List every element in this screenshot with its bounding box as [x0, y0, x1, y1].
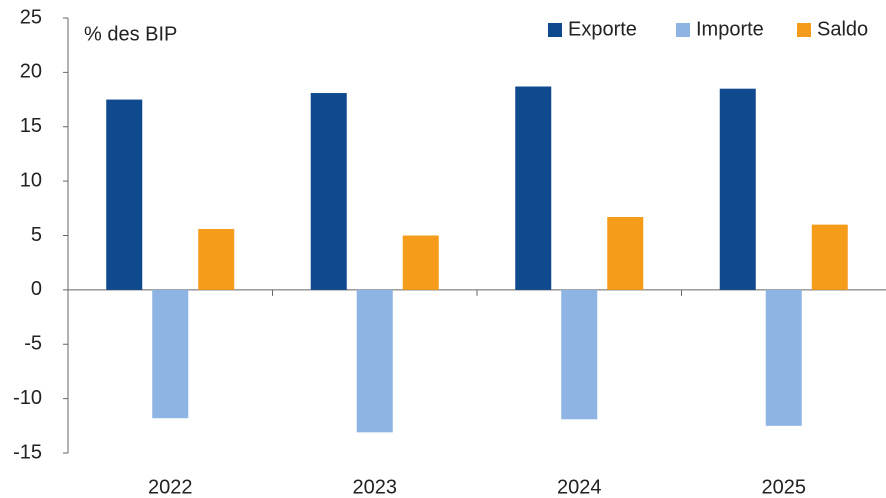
bar [152, 289, 189, 419]
bar [356, 289, 393, 433]
y-tick-label: -5 [24, 333, 42, 355]
bar [607, 217, 644, 290]
bar [310, 93, 347, 290]
y-tick-label: -15 [13, 441, 42, 463]
x-tick-label: 2022 [148, 476, 193, 498]
y-axis-label: % des BIP [84, 23, 177, 45]
legend-label: Saldo [817, 18, 868, 40]
bar [515, 86, 552, 290]
bar [811, 224, 848, 290]
y-tick-label: 0 [31, 278, 42, 300]
bar [106, 99, 143, 290]
y-tick-label: 5 [31, 224, 42, 246]
legend-label: Exporte [568, 18, 637, 40]
y-tick-label: 10 [20, 169, 42, 191]
legend-swatch [676, 23, 690, 37]
bar [765, 289, 802, 426]
bar [561, 289, 598, 420]
y-tick-label: 20 [20, 61, 42, 83]
y-tick-label: 15 [20, 115, 42, 137]
x-tick-label: 2024 [557, 476, 602, 498]
legend-label: Importe [696, 18, 764, 40]
y-tick-label: 25 [20, 6, 42, 28]
bar [198, 228, 235, 290]
bar [402, 235, 439, 290]
bar [719, 88, 756, 290]
legend-swatch [548, 23, 562, 37]
legend-swatch [797, 23, 811, 37]
x-tick-label: 2025 [762, 476, 807, 498]
y-tick-label: -10 [13, 387, 42, 409]
x-tick-label: 2023 [353, 476, 398, 498]
